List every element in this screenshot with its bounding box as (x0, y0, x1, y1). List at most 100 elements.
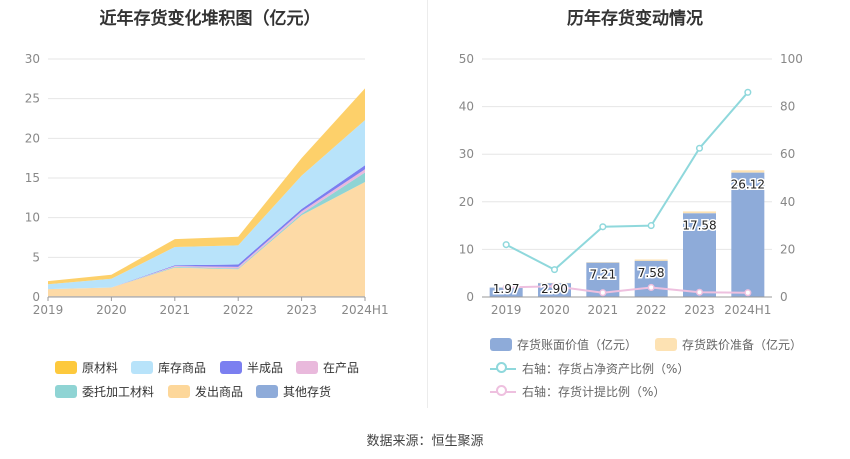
legend-item-shipped-goods[interactable]: 发出商品 (168, 383, 243, 400)
y-tick-label: 0 (32, 290, 40, 304)
book-value-bar (683, 213, 716, 297)
y-right-tick-label: 0 (780, 290, 788, 304)
legend-swatch (490, 338, 512, 351)
bar-data-label: 7.21 (589, 268, 616, 282)
legend-item-consigned-materials[interactable]: 委托加工材料 (55, 383, 154, 400)
legend-label: 存货账面价值（亿元） (517, 338, 638, 352)
impairment-bar-segment (634, 259, 668, 261)
book-value-bar (731, 172, 765, 297)
left-chart-title: 近年存货变化堆积图（亿元） (99, 9, 321, 29)
legend-label: 半成品 (247, 361, 284, 375)
y-left-tick-label: 50 (459, 52, 474, 66)
line-point (599, 289, 607, 297)
line-point (502, 241, 510, 249)
line-point (550, 282, 559, 290)
legend-label: 库存商品 (158, 361, 207, 375)
legend-swatch (296, 361, 318, 374)
legend-label: 右轴：存货计提比例（%） (522, 385, 666, 399)
x-tick-label: 2023 (286, 303, 317, 317)
y-right-tick-label: 60 (780, 147, 795, 161)
legend-item-raw-material[interactable]: 原材料 (55, 359, 118, 376)
line-point (647, 222, 655, 230)
legend-item-net-asset-ratio[interactable]: 右轴：存货占净资产比例（%） (490, 360, 689, 377)
legend-item-book-value[interactable]: 存货账面价值（亿元） (490, 336, 637, 353)
legend-label: 其他存货 (283, 385, 332, 399)
y-tick-label: 10 (25, 211, 40, 225)
bar-data-label: 1.97 (493, 282, 520, 296)
bar-data-label: 17.58 (682, 218, 716, 232)
y-tick-label: 15 (25, 171, 40, 185)
y-left-tick-label: 10 (459, 242, 474, 256)
line-point (502, 283, 510, 292)
x-tick-label: 2022 (223, 303, 254, 317)
impairment-bar-segment (683, 211, 716, 214)
bar-data-label: 2.90 (541, 282, 568, 296)
y-tick-label: 20 (25, 131, 40, 145)
line-point (695, 144, 704, 152)
x-tick-label: 2024H1 (724, 303, 771, 317)
area-series (48, 88, 365, 285)
y-left-tick-label: 30 (459, 147, 474, 161)
x-tick-label: 2019 (33, 303, 64, 317)
line-point (647, 283, 655, 292)
line-point (599, 223, 607, 231)
x-tick-label: 2023 (684, 303, 715, 317)
x-tick-label: 2022 (636, 303, 667, 317)
impairment-bar-segment (731, 170, 765, 173)
legend-label: 右轴：存货占净资产比例（%） (522, 362, 690, 376)
legend-item-finished-goods[interactable]: 库存商品 (131, 359, 206, 376)
legend-label: 存货跌价准备（亿元） (682, 338, 803, 352)
x-tick-label: 2021 (588, 303, 619, 317)
x-tick-label: 2019 (491, 303, 522, 317)
y-left-tick-label: 0 (466, 290, 474, 304)
y-right-tick-label: 80 (780, 100, 795, 114)
line-series (505, 91, 749, 271)
legend-item-provision-ratio[interactable]: 右轴：存货计提比例（%） (490, 383, 665, 400)
legend-swatch (131, 361, 153, 374)
legend-label: 委托加工材料 (82, 385, 155, 399)
panel-divider (427, 0, 428, 408)
y-right-tick-label: 40 (780, 195, 795, 209)
line-point (695, 288, 704, 296)
bar-data-label: 7.58 (638, 266, 665, 280)
line-series (506, 285, 748, 294)
line-point (744, 88, 752, 96)
y-tick-label: 25 (25, 92, 40, 106)
y-tick-label: 30 (25, 52, 40, 66)
x-tick-label: 2024H1 (341, 303, 388, 317)
line-point (550, 266, 559, 274)
area-series (48, 181, 365, 297)
legend-item-other-inventory[interactable]: 其他存货 (256, 383, 331, 400)
area-series (48, 120, 365, 290)
legend-line-swatch (490, 361, 516, 376)
y-left-tick-label: 20 (459, 195, 474, 209)
legend-swatch (655, 338, 677, 351)
legend-swatch (220, 361, 242, 374)
x-tick-label: 2020 (96, 303, 127, 317)
right-bar-line-chart: 0 10 20 30 40 50 0 20 40 60 80 100 1.97 2.90 7.21 7.58 1… (459, 52, 803, 317)
legend-swatch (168, 385, 190, 398)
line-point (744, 289, 752, 297)
y-left-tick-label: 40 (459, 100, 474, 114)
data-source-note: 数据来源：恒生聚源 (366, 434, 484, 449)
bar-data-label: 26.12 (731, 178, 765, 192)
y-right-tick-label: 20 (780, 242, 795, 256)
book-value-bar (489, 287, 523, 297)
legend-line-swatch (490, 384, 516, 399)
legend-item-impairment[interactable]: 存货跌价准备（亿元） (655, 336, 802, 353)
y-right-tick-label: 100 (780, 52, 803, 66)
impairment-bar-segment (586, 262, 620, 263)
y-tick-label: 5 (32, 250, 40, 264)
x-tick-label: 2020 (539, 303, 570, 317)
x-tick-label: 2021 (160, 303, 191, 317)
legend-swatch (55, 361, 77, 374)
right-chart-title: 历年存货变动情况 (567, 9, 703, 29)
legend-swatch (55, 385, 77, 398)
legend-swatch (256, 385, 278, 398)
legend-label: 发出商品 (195, 385, 244, 399)
left-stacked-area-chart: 0 5 10 15 20 25 30 2019 2020 2021 2022 2023 2024H1 (25, 52, 389, 317)
legend-label: 原材料 (82, 361, 119, 375)
legend-item-wip[interactable]: 在产品 (296, 359, 359, 376)
legend-item-semi-finished[interactable]: 半成品 (220, 359, 283, 376)
legend-label: 在产品 (323, 361, 360, 375)
